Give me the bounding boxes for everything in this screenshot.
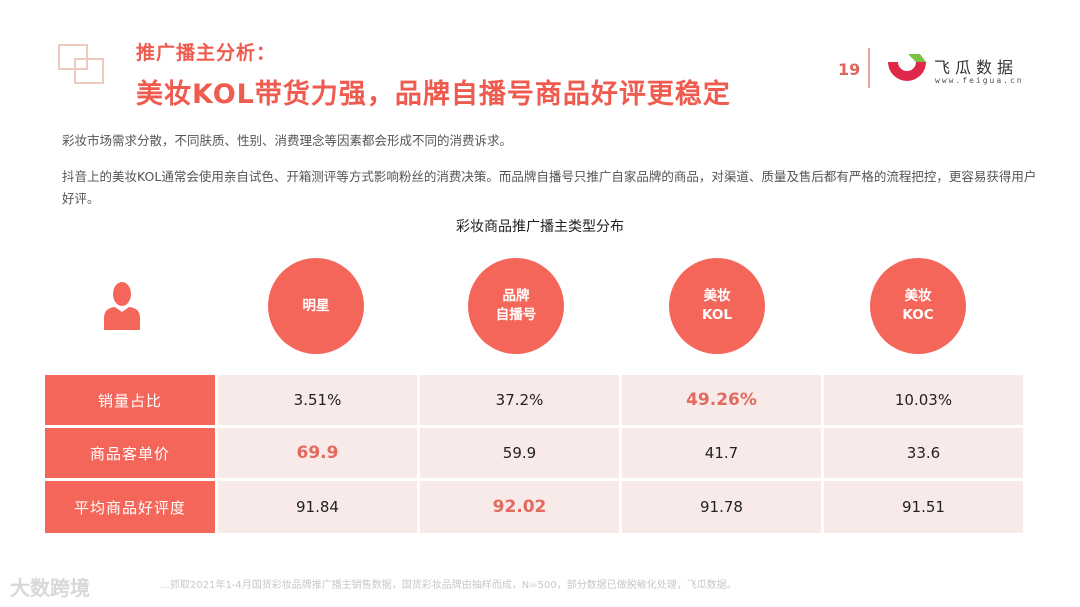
page-number: 19 [838,60,861,79]
source-note: …抓取2021年1-4月国货彩妆品牌推广播主销售数据，国货彩妆品牌由抽样而成，N… [160,580,737,591]
table-cell: 33.6 [824,428,1023,478]
column-header-brand-self-broadcast: 品牌 自播号 [468,258,564,354]
row-label: 商品客单价 [45,428,215,478]
person-icon [104,282,140,330]
table-cell-highlight: 49.26% [622,375,821,425]
table-cell: 37.2% [420,375,619,425]
column-header-beauty-kol: 美妆 KOL [669,258,765,354]
table-cell: 91.51 [824,481,1023,533]
column-header-celebrity: 明星 [268,258,364,354]
intro-paragraph-2: 抖音上的美妆KOL通常会使用亲自试色、开箱测评等方式影响粉丝的消费决策。而品牌自… [62,169,1037,206]
table-cell-highlight: 69.9 [218,428,417,478]
header-divider [868,48,870,88]
decorative-squares-icon [58,44,108,86]
table-row: 平均商品好评度 91.84 92.02 91.78 91.51 [45,481,1023,533]
table-cell: 10.03% [824,375,1023,425]
table-cell: 91.84 [218,481,417,533]
brand-name: 飞瓜数据 [934,58,1019,77]
table-cell: 91.78 [622,481,821,533]
data-table: 销量占比 3.51% 37.2% 49.26% 10.03% 商品客单价 69.… [45,375,1023,536]
table-cell: 59.9 [420,428,619,478]
page-title: 美妆KOL带货力强，品牌自播号商品好评更稳定 [136,79,731,110]
intro-paragraph-1: 彩妆市场需求分散，不同肤质、性别、消费理念等因素都会形成不同的消费诉求。 [62,133,513,148]
table-cell: 3.51% [218,375,417,425]
section-subtitle: 推广播主分析： [136,42,277,64]
column-header-beauty-koc: 美妆 KOC [870,258,966,354]
brand-url: www.feigua.cn [935,76,1024,85]
table-cell-highlight: 92.02 [420,481,619,533]
table-cell: 41.7 [622,428,821,478]
watermark: 大数跨境 [10,576,90,600]
table-title: 彩妆商品推广播主类型分布 [456,219,624,235]
table-row: 销量占比 3.51% 37.2% 49.26% 10.03% [45,375,1023,425]
table-row: 商品客单价 69.9 59.9 41.7 33.6 [45,428,1023,478]
row-label: 销量占比 [45,375,215,425]
row-label: 平均商品好评度 [45,481,215,533]
feigua-logo-icon [888,54,926,81]
